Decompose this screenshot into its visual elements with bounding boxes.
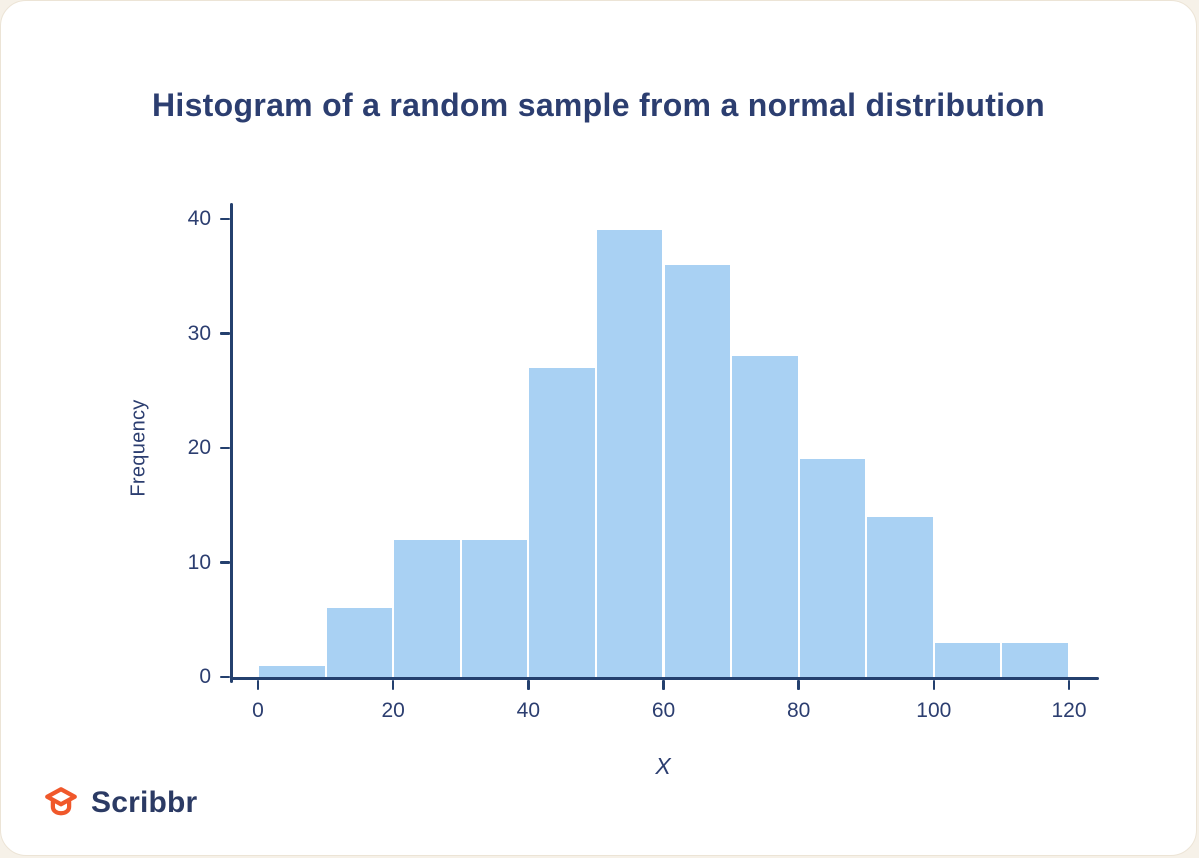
y-axis-line: [230, 203, 233, 683]
y-tick: [220, 446, 230, 450]
x-tick-label: 0: [252, 699, 264, 722]
x-tick-label: 120: [1051, 699, 1087, 722]
scribbr-icon: [41, 783, 81, 823]
histogram-bar: [394, 539, 460, 677]
y-tick-label: 10: [187, 550, 211, 574]
y-tick-label: 30: [187, 321, 211, 345]
y-tick-label: 0: [199, 665, 211, 688]
histogram-bar: [867, 516, 933, 677]
x-tick-label: 60: [651, 699, 676, 722]
y-tick-label: 20: [187, 436, 211, 459]
x-tick: [797, 680, 800, 690]
y-axis-title: Frequency: [127, 399, 150, 497]
histogram-bar: [934, 642, 1001, 677]
x-tick-label: 40: [516, 699, 541, 722]
x-tick: [1067, 680, 1071, 690]
y-tick: [220, 332, 230, 335]
x-tick-label: 100: [916, 699, 952, 722]
y-tick: [220, 675, 230, 679]
histogram-bar: [732, 356, 798, 677]
brand-logo: Scribbr: [41, 783, 197, 823]
histogram-bar: [596, 230, 663, 677]
page-title: Histogram of a random sample from a norm…: [151, 87, 1046, 123]
histogram-bar: [529, 367, 595, 677]
histogram-plot: 0 10 20 30 40 0 20 40 60 80 100 120: [188, 203, 1099, 722]
histogram-bar: [259, 665, 325, 677]
x-tick: [256, 680, 260, 690]
histogram-bar: [664, 264, 731, 677]
histogram-bar: [1002, 642, 1068, 677]
x-axis-title: X: [655, 753, 671, 779]
x-tick: [932, 680, 936, 690]
y-tick-label: 40: [187, 207, 211, 230]
y-tick: [220, 561, 230, 564]
x-tick-label: 80: [786, 699, 811, 722]
x-tick-label: 20: [381, 699, 405, 722]
brand-name: Scribbr: [91, 786, 198, 819]
histogram-bar: [799, 459, 866, 677]
x-tick: [391, 680, 395, 690]
histogram-bar: [326, 608, 393, 677]
x-tick: [527, 680, 530, 690]
x-tick: [662, 680, 665, 690]
x-axis-line: [230, 677, 1099, 680]
histogram-bar: [461, 539, 528, 677]
y-tick: [220, 217, 230, 221]
